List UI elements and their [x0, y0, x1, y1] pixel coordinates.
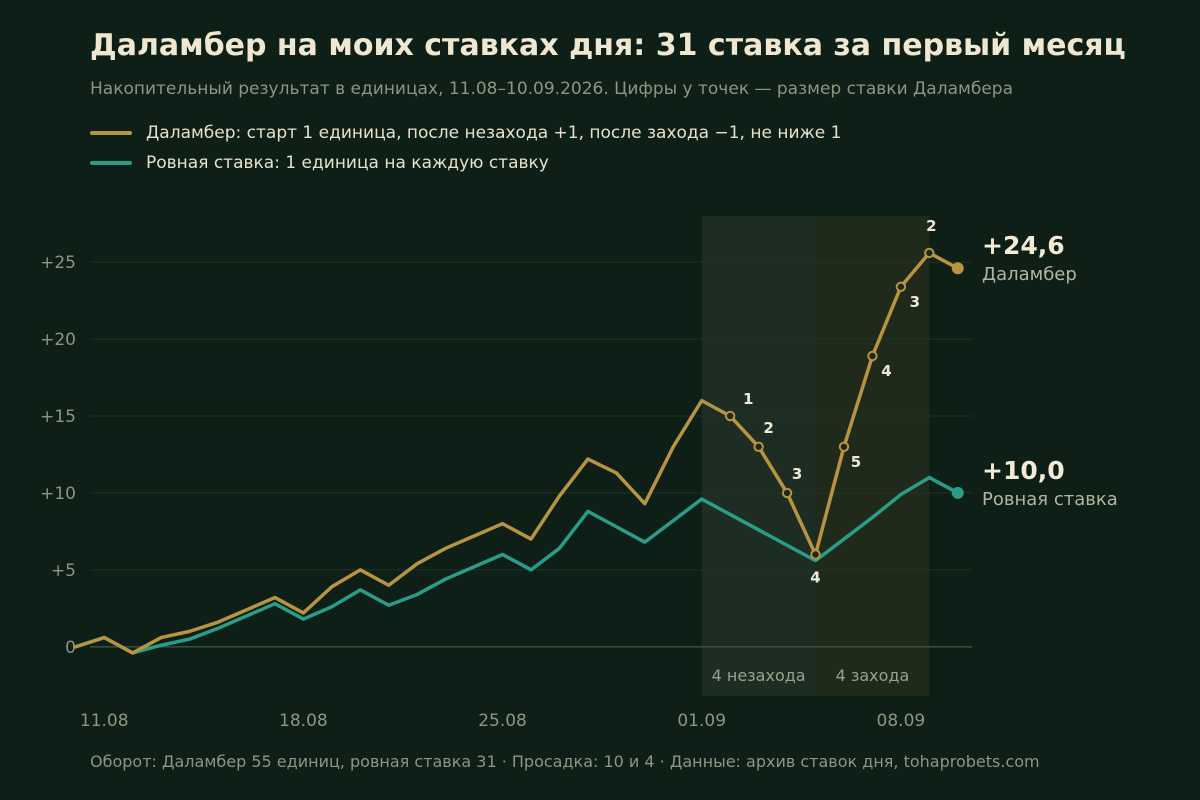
y-tick-label: +25 — [40, 253, 76, 273]
stake-point — [753, 441, 764, 452]
series-line-flat — [74, 475, 932, 655]
x-tick-label: 25.08 — [478, 711, 527, 731]
stake-size-label: 2 — [926, 217, 936, 235]
stake-size-label: 1 — [743, 390, 753, 408]
stake-size-label: 2 — [763, 419, 773, 437]
y-tick-label: 0 — [65, 638, 76, 658]
legend-item-flat: Ровная ставка: 1 единица на каждую ставк… — [90, 148, 842, 178]
annotation-band-win — [815, 216, 930, 696]
legend-swatch-flat — [90, 161, 132, 165]
stake-point — [724, 410, 736, 422]
legend-swatch-dalembert — [90, 131, 132, 135]
end-series-name-flat: Ровная ставка — [982, 489, 1118, 510]
end-value-dalembert: +24,6 — [982, 231, 1065, 260]
stake-point — [924, 247, 935, 259]
stake-point — [838, 441, 850, 452]
chart-subtitle: Накопительный результат в единицах, 11.0… — [90, 79, 1013, 99]
stake-size-label: 3 — [792, 465, 802, 483]
annotation-label-loss: 4 незахода — [712, 666, 806, 685]
stake-point — [810, 549, 821, 560]
chart-title: Даламбер на моих ставках дня: 31 ставка … — [90, 28, 1126, 63]
end-value-flat: +10,0 — [982, 456, 1065, 485]
series-end-marker-flat — [951, 486, 964, 499]
y-tick-label: +10 — [40, 484, 76, 504]
y-tick-label: +5 — [51, 561, 76, 581]
stake-point — [867, 350, 878, 362]
stake-point — [895, 281, 907, 292]
stake-size-label: 4 — [881, 362, 891, 380]
legend-label-dalembert: Даламбер: старт 1 единица, после незаход… — [146, 123, 842, 143]
legend-item-dalembert: Даламбер: старт 1 единица, после незаход… — [90, 118, 842, 148]
x-tick-label: 01.09 — [677, 711, 726, 731]
stake-point — [781, 487, 793, 499]
stake-size-label: 5 — [851, 453, 861, 471]
end-series-name-dalembert: Даламбер — [982, 264, 1077, 285]
annotation-label-win: 4 захода — [836, 666, 910, 685]
x-tick-label: 08.09 — [877, 711, 926, 731]
stake-size-label: 3 — [910, 293, 920, 311]
y-tick-label: +20 — [40, 330, 76, 350]
y-tick-label: +15 — [40, 407, 76, 427]
legend: Даламбер: старт 1 единица, после незаход… — [90, 118, 842, 178]
legend-label-flat: Ровная ставка: 1 единица на каждую ставк… — [146, 153, 549, 173]
x-tick-label: 18.08 — [279, 711, 328, 731]
stake-size-label: 4 — [810, 568, 820, 586]
chart-footer: Оборот: Даламбер 55 единиц, ровная ставк… — [90, 752, 1040, 771]
annotation-band-loss — [701, 216, 816, 696]
x-tick-label: 11.08 — [80, 711, 129, 731]
series-end-marker-dalembert — [951, 262, 964, 275]
